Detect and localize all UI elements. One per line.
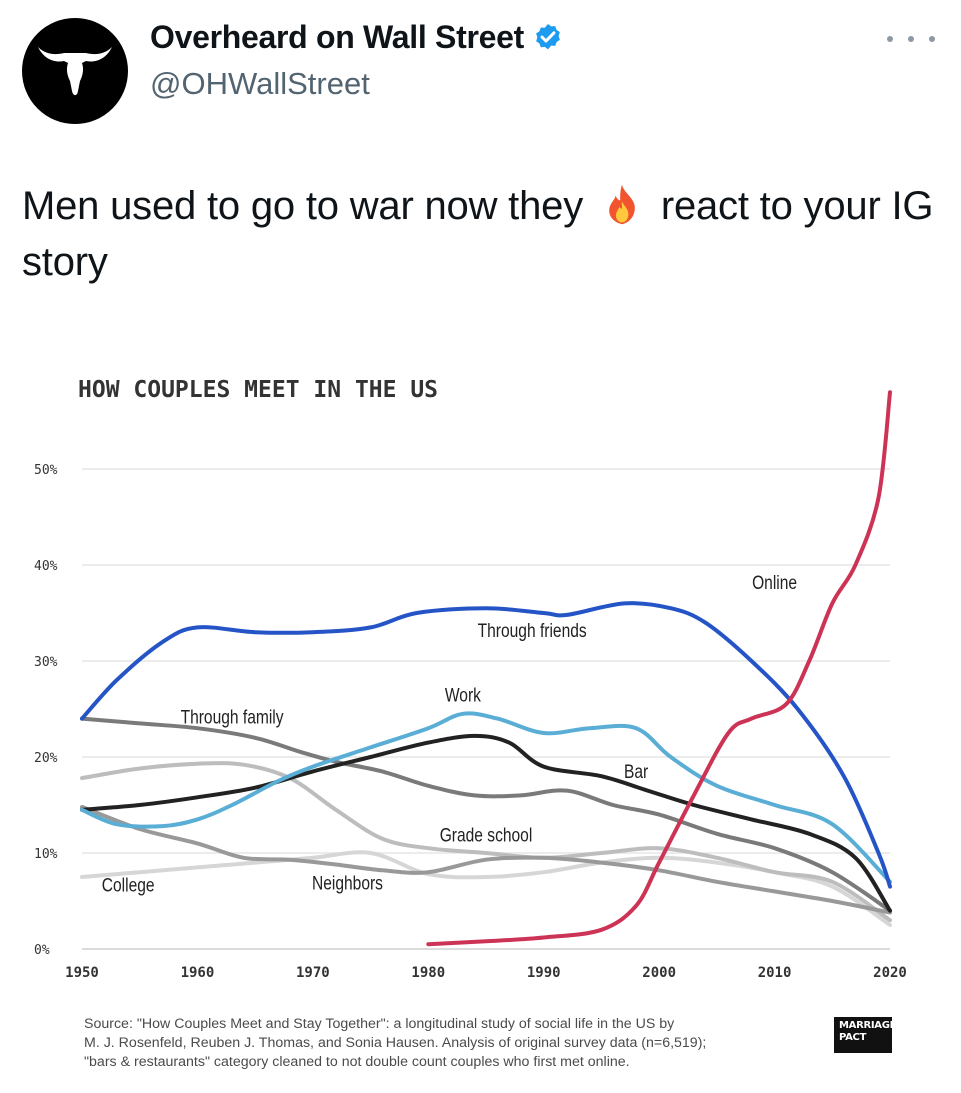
source-line-1: Source: "How Couples Meet and Stay Toget… xyxy=(84,1016,675,1032)
chart-title: HOW COUPLES MEET IN THE US xyxy=(78,377,438,403)
more-dot xyxy=(887,36,893,42)
more-dot xyxy=(908,36,914,42)
series-label-through-family: Through family xyxy=(181,706,284,728)
verified-badge-icon xyxy=(536,23,560,49)
source-line-3: "bars & restaurants" category cleaned to… xyxy=(84,1054,630,1070)
handle[interactable]: @OHWallStreet xyxy=(150,66,370,101)
series-label-grade-school: Grade school xyxy=(440,824,533,846)
series-line-online xyxy=(426,390,892,947)
how-couples-meet-chart: HOW COUPLES MEET IN THE US 50% 40% 30% 20% 10… xyxy=(34,377,907,981)
source-note: Source: "How Couples Meet and Stay Toget… xyxy=(84,1015,804,1072)
tweet-text-part1: Men used to go to war now they xyxy=(22,184,583,228)
display-name-text[interactable]: Overheard on Wall Street xyxy=(150,19,524,55)
more-options-icon[interactable] xyxy=(887,27,935,51)
y-tick-label: 50% xyxy=(34,463,58,478)
logo-line-1: MARRIAGE xyxy=(839,1020,897,1031)
x-tick-label: 1960 xyxy=(181,965,215,981)
fire-icon xyxy=(609,184,635,225)
series-line-work xyxy=(80,711,892,884)
bull-logo-icon xyxy=(38,47,112,96)
tweet-text-part2: react to your IG story xyxy=(22,184,934,284)
series-label-college: College xyxy=(102,874,155,896)
y-tick-label: 0% xyxy=(34,943,50,958)
x-tick-label: 2010 xyxy=(758,965,792,981)
more-dot xyxy=(929,36,935,42)
series-line-through-friends xyxy=(80,601,892,889)
series-label-bar: Bar xyxy=(624,761,648,783)
series-label-through-friends: Through friends xyxy=(478,620,587,642)
display-name[interactable]: Overheard on Wall Street xyxy=(150,19,564,56)
chart-image[interactable]: HOW COUPLES MEET IN THE US 50% 40% 30% 20% 10… xyxy=(0,345,961,1093)
y-tick-label: 30% xyxy=(34,655,58,670)
marriage-pact-logo: MARRIAGE PACT xyxy=(834,1017,897,1053)
x-tick-label: 2020 xyxy=(873,965,907,981)
x-tick-label: 1980 xyxy=(411,965,445,981)
series-line-neighbors xyxy=(80,804,892,915)
series-label-online: Online xyxy=(752,572,797,594)
avatar[interactable] xyxy=(22,18,128,124)
x-tick-label: 1950 xyxy=(65,965,99,981)
series-line-through-family xyxy=(80,716,892,913)
y-tick-label: 20% xyxy=(34,751,58,766)
y-tick-label: 40% xyxy=(34,559,58,574)
y-tick-label: 10% xyxy=(34,847,58,862)
series-line-bar xyxy=(80,733,892,913)
tweet-text: Men used to go to war now they react to … xyxy=(22,178,942,290)
series-label-work: Work xyxy=(445,684,481,706)
series-line-grade-school xyxy=(80,761,892,923)
x-tick-label: 1990 xyxy=(527,965,561,981)
source-line-2: M. J. Rosenfeld, Reuben J. Thomas, and S… xyxy=(84,1035,707,1051)
x-tick-label: 1970 xyxy=(296,965,330,981)
logo-line-2: PACT xyxy=(839,1032,867,1043)
series-label-neighbors: Neighbors xyxy=(312,872,383,894)
tweet-header: Overheard on Wall Street @OHWallStreet xyxy=(0,0,961,130)
x-tick-label: 2000 xyxy=(642,965,676,981)
